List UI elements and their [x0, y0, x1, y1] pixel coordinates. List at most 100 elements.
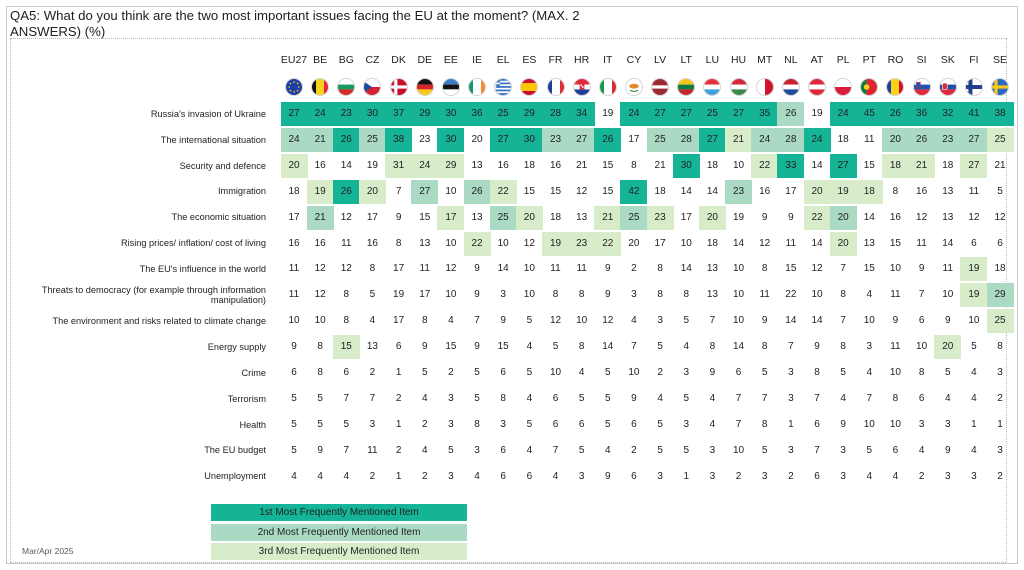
cell-lt: 5 [683, 444, 690, 456]
cell-mt: 22 [751, 153, 779, 178]
cell-cy: 6 [631, 418, 637, 430]
cell-el: 10 [497, 237, 509, 249]
column-header-at: AT [810, 54, 824, 66]
cell-dk: 38 [385, 127, 413, 152]
cell-hr: 5 [578, 392, 585, 404]
cell-hu: 6 [735, 367, 742, 378]
cell-el: 15 [497, 341, 509, 353]
cell-fr: 5 [552, 341, 559, 353]
cell-it: 12 [602, 315, 614, 327]
cell-hu: 10 [732, 159, 745, 171]
cell-nl: 14 [785, 315, 797, 327]
cell-be: 12 [314, 289, 326, 301]
cell-pt: 11 [864, 133, 875, 145]
cell-cz: 17 [366, 211, 378, 223]
cell-pl: 20 [829, 231, 857, 256]
cell-lt: 28 [672, 127, 700, 152]
column-header-hr: HR [574, 54, 590, 66]
flag-ro-icon [886, 78, 905, 96]
cell-es: 6 [526, 470, 533, 482]
cell-lv: 27 [646, 102, 674, 126]
cell-pt: 3 [866, 341, 873, 353]
cell-pl: 24 [829, 102, 857, 126]
cell-lt: 4 [683, 341, 690, 353]
cell-it: 9 [605, 289, 611, 301]
column-header-sk: SK [940, 54, 955, 66]
cell-se: 29 [986, 283, 1014, 308]
row-label: The economic situation [171, 212, 266, 223]
cell-fi: 1 [971, 418, 977, 430]
cell-ro: 4 [892, 470, 899, 482]
cell-lu: 18 [706, 159, 718, 171]
cell-pl: 9 [840, 418, 846, 430]
cell-de: 13 [419, 237, 431, 249]
cell-mt: 9 [761, 315, 768, 327]
cell-eu27: 11 [288, 263, 300, 275]
column-header-ee: EE [443, 54, 458, 66]
cell-lu: 4 [709, 392, 716, 404]
cell-lt: 14 [680, 263, 692, 275]
cell-el: 6 [500, 367, 506, 378]
cell-de: 24 [411, 153, 439, 178]
cell-ee: 3 [448, 470, 454, 482]
cell-pt: 45 [855, 102, 883, 126]
cell-lt: 17 [680, 211, 692, 223]
cell-ie: 5 [474, 367, 480, 378]
cell-cy: 3 [631, 289, 637, 301]
cell-si: 10 [916, 341, 928, 353]
cell-hr: 27 [568, 127, 596, 152]
cell-lt: 14 [680, 185, 692, 197]
cell-se: 12 [994, 211, 1006, 223]
cell-hr: 12 [576, 185, 588, 197]
cell-eu27: 9 [291, 341, 297, 353]
flag-mt-icon [755, 78, 774, 96]
cell-nl: 3 [788, 367, 794, 378]
cell-eu27: 20 [280, 153, 308, 178]
cell-at: 24 [803, 127, 831, 152]
cell-cy: 2 [631, 263, 637, 275]
cell-hu: 27 [725, 102, 753, 126]
cell-pl: 3 [840, 470, 846, 482]
cell-mt: 35 [751, 102, 779, 126]
survey-date-footnote: Mar/Apr 2025 [22, 546, 74, 556]
cell-lu: 18 [706, 237, 718, 249]
cell-cy: 20 [628, 237, 640, 249]
cell-it: 5 [605, 367, 611, 378]
cell-cy: 7 [631, 341, 637, 353]
cell-se: 2 [997, 470, 1003, 482]
cell-sk: 4 [944, 392, 951, 404]
cell-si: 6 [918, 315, 925, 327]
cell-si: 9 [918, 263, 925, 275]
cell-fi: 4 [971, 392, 977, 404]
cell-be: 9 [317, 444, 323, 456]
cell-nl: 3 [788, 392, 794, 404]
cell-it: 19 [602, 108, 614, 119]
cell-hr: 8 [578, 341, 585, 353]
cell-fr: 15 [549, 185, 562, 197]
flag-cy-icon [624, 78, 643, 96]
cell-cz: 13 [366, 341, 378, 353]
cell-lv: 23 [646, 205, 674, 230]
cell-ro: 18 [881, 153, 909, 178]
cell-dk: 1 [395, 470, 402, 482]
flag-de-icon [415, 78, 434, 96]
cell-be: 12 [314, 263, 326, 275]
cell-be: 21 [306, 127, 334, 152]
row-label: The EU's influence in the world [139, 264, 266, 275]
cell-hr: 11 [576, 263, 587, 275]
cell-fi: 4 [971, 367, 977, 378]
column-header-fi: FI [969, 54, 979, 66]
cell-hr: 13 [576, 211, 588, 223]
cell-el: 16 [497, 159, 509, 171]
cell-at: 14 [811, 237, 823, 249]
cell-pt: 14 [863, 211, 875, 223]
cell-lu: 25 [698, 102, 726, 126]
cell-bg: 26 [332, 179, 360, 204]
cell-fi: 41 [960, 102, 988, 126]
cell-mt: 8 [761, 341, 768, 353]
column-header-de: DE [417, 54, 433, 66]
cell-be: 24 [306, 102, 334, 126]
cell-hr: 34 [568, 102, 596, 126]
cell-fr: 6 [552, 418, 559, 430]
cell-si: 12 [916, 211, 928, 223]
